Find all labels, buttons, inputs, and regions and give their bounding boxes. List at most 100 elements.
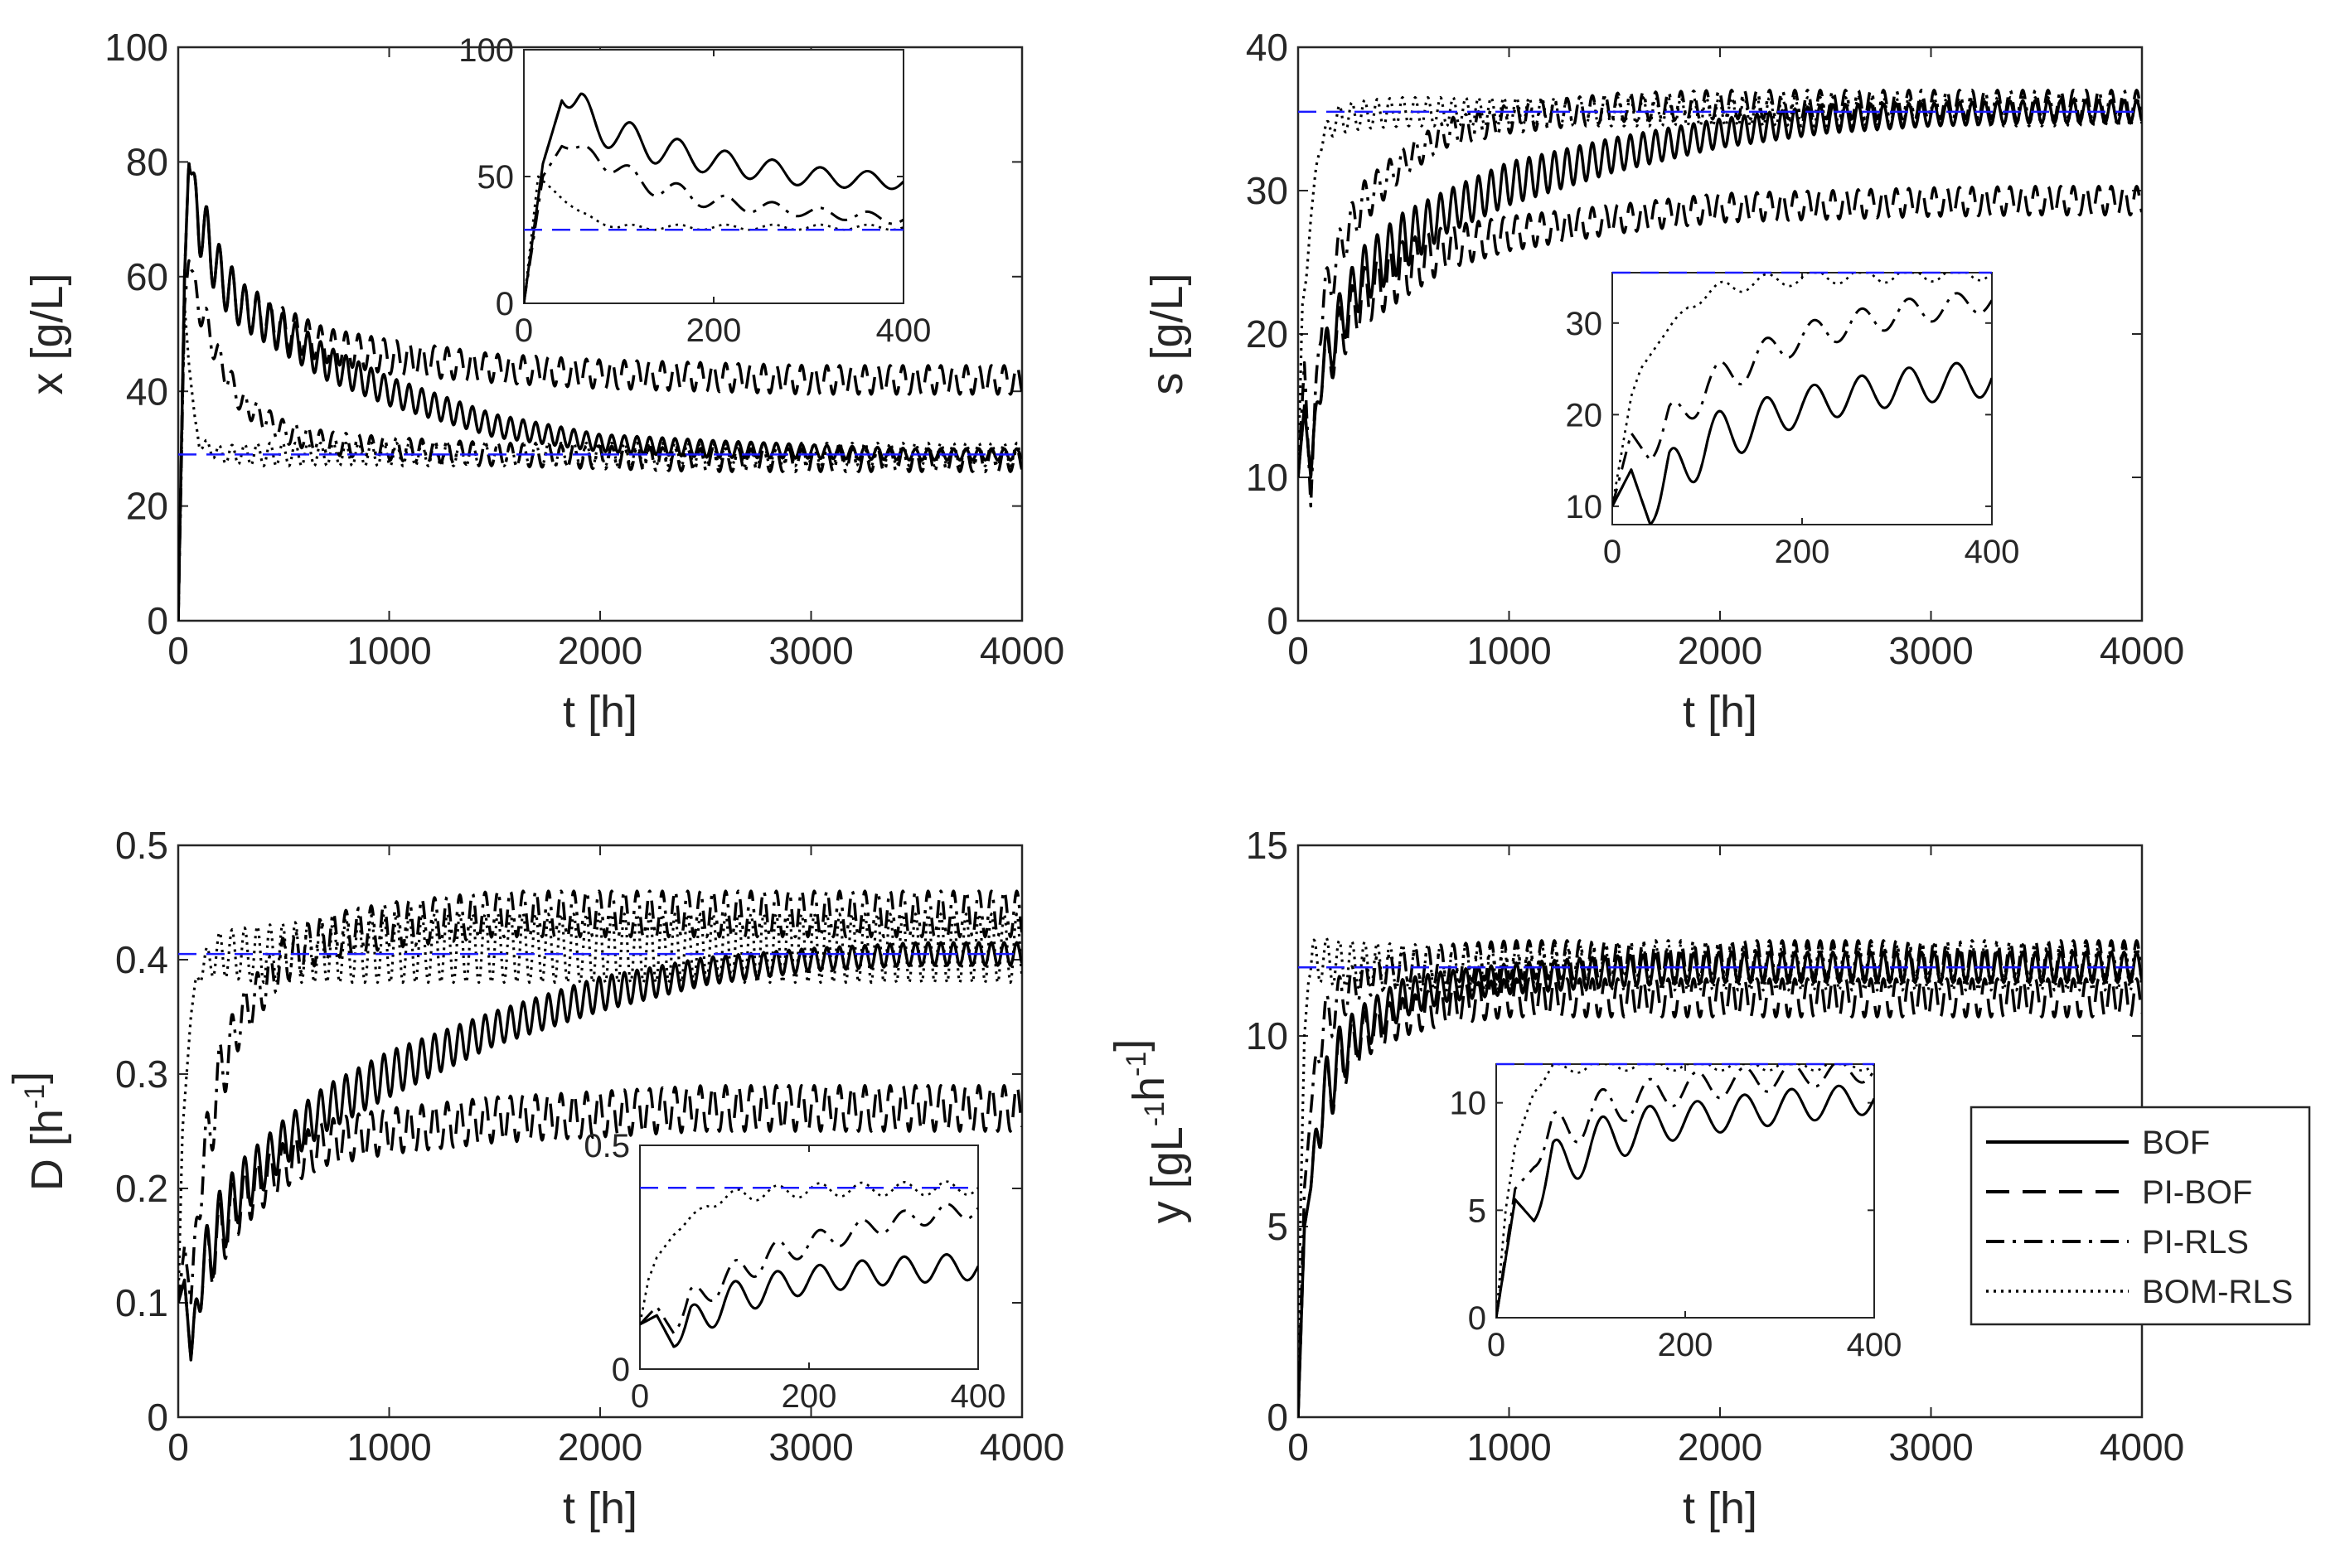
panel-x-series-pi-bof	[178, 162, 1022, 621]
panel-D-inset-series-group	[640, 1180, 978, 1348]
panel-x-inset-xtick-label: 0	[515, 312, 533, 349]
panel-x-xlabel: t [h]	[563, 687, 637, 737]
panel-s-ytick-label: 20	[1246, 312, 1288, 356]
panel-s-xtick-label: 3000	[1888, 629, 1973, 672]
panel-x-inset-axes: 0 200 400 0 50 100	[458, 32, 931, 349]
panel-x-inset-series-pi-bof	[524, 92, 904, 303]
panel-D-ytick-label: 0.5	[115, 824, 168, 867]
panel-y-series-bom-rls	[1298, 936, 2142, 1417]
panel-x-inset-xtick-label: 400	[876, 312, 932, 349]
panel-y-ylabel: y [gL-1h-1]	[1106, 1039, 1192, 1224]
panel-s-series-pi-bof	[1298, 185, 2142, 479]
panel-D-inset-axes: 0 200 400 0 0.5	[584, 1128, 1005, 1415]
panel-y-inset-series-pi-rls	[1496, 1064, 1874, 1318]
panel-y-inset-ytick-label: 10	[1450, 1086, 1487, 1122]
panel-x-inset-frame	[523, 49, 904, 304]
panel-D-inset-series-pi-rls	[640, 1203, 978, 1335]
panel-x-xtick-label: 0	[167, 629, 189, 672]
panel-s-inset-ytick-label: 10	[1566, 489, 1603, 525]
panel-x-inset-ytick-label: 0	[496, 286, 514, 322]
panel-y-xtick-label: 0	[1287, 1425, 1309, 1469]
panel-y-xtick-label: 2000	[1678, 1425, 1762, 1469]
panel-s-inset-ytick-label: 30	[1566, 306, 1603, 342]
panel-D-inset-frame	[639, 1145, 979, 1370]
panel-D-xtick-label: 4000	[980, 1425, 1064, 1469]
panel-D-ytick-label: 0	[147, 1396, 168, 1439]
panel-x-inset-series-bom-rls	[524, 175, 904, 303]
panel-s-inset-series-group	[1612, 273, 1992, 525]
panel-D-ylabel: D [h-1]	[4, 1072, 72, 1191]
legend-label-pi-bof: PI-BOF	[2142, 1174, 2252, 1211]
panel-x-ytick-label: 0	[147, 599, 168, 642]
panel-x-inset-series-group	[524, 92, 904, 303]
panel-x-series-bom-rls	[178, 303, 1022, 621]
panel-y-ytick-label: 15	[1246, 824, 1288, 867]
panel-y-ytick-label: 10	[1246, 1014, 1288, 1057]
panel-y-xtick-label: 3000	[1888, 1425, 1973, 1469]
panel-x-ytick-label: 100	[104, 26, 168, 69]
panel-y-inset-ytick-label: 5	[1468, 1193, 1486, 1229]
panel-D-xtick-label: 2000	[558, 1425, 642, 1469]
panel-s-ytick-label: 30	[1246, 169, 1288, 212]
panel-y-inset-series-pi-bof	[1496, 1084, 1874, 1318]
panel-y-ytick-label: 0	[1267, 1396, 1288, 1439]
panel-D-inset-ytick-label: 0.5	[584, 1128, 630, 1164]
panel-s-ytick-label: 10	[1246, 456, 1288, 499]
panel-x-xtick-label: 2000	[558, 629, 642, 672]
panel-y-series-bof	[1298, 951, 2142, 1417]
panel-s-ylabel: s [g/L]	[1142, 273, 1192, 394]
panel-D-inset-series-bom-rls	[640, 1180, 978, 1325]
panel-s-ytick-label: 40	[1246, 26, 1288, 69]
panel-y-inset-axes: 0 200 400 0 5 10	[1450, 1063, 1902, 1363]
panel-s-xtick-label: 1000	[1466, 629, 1551, 672]
legend-label-pi-rls: PI-RLS	[2142, 1224, 2249, 1261]
panel-x-xtick-label: 4000	[980, 629, 1064, 672]
panel-s-inset-xtick-label: 0	[1603, 534, 1621, 570]
panel-y-inset-series-group	[1496, 1064, 1874, 1318]
panel-x-inset-ytick-label: 100	[458, 32, 514, 69]
panel-y-inset-xtick-label: 400	[1847, 1327, 1902, 1363]
panel-D-xtick-label: 3000	[768, 1425, 853, 1469]
panel-D-inset-xtick-label: 200	[782, 1378, 837, 1415]
panel-D-series-group	[178, 889, 1022, 1362]
legend-label-bom-rls: BOM-RLS	[2142, 1274, 2293, 1310]
panel-D-xtick-label: 0	[167, 1425, 189, 1469]
panel-s-xtick-label: 4000	[2100, 629, 2184, 672]
panel-x-xtick-label: 1000	[346, 629, 431, 672]
panel-D-inset-xtick-label: 0	[631, 1378, 649, 1415]
panel-s-xtick-label: 0	[1287, 629, 1309, 672]
panel-y-series-group	[1298, 936, 2142, 1417]
panel-y-inset-series-bom-rls	[1496, 1064, 1874, 1318]
panel-x-ytick-label: 80	[126, 141, 168, 184]
panel-y-inset-ytick-label: 0	[1468, 1300, 1486, 1337]
panel-s-series-group	[1298, 89, 2142, 508]
panel-x-series-group	[178, 162, 1022, 621]
panel-D-xtick-label: 1000	[346, 1425, 431, 1469]
panel-D-inset-xtick-label: 400	[951, 1378, 1006, 1415]
panel-y-inset-xtick-label: 0	[1487, 1327, 1505, 1363]
panel-x-inset-ytick-label: 50	[477, 159, 515, 196]
panel-y-series-pi-bof	[1298, 977, 2142, 1417]
panel-y-xtick-label: 1000	[1466, 1425, 1551, 1469]
panel-D-ytick-label: 0.4	[115, 938, 168, 981]
panel-D-ytick-label: 0.1	[115, 1281, 168, 1324]
panel-D-inset-series-pi-bof	[640, 1253, 978, 1348]
legend: BOF PI-BOF PI-RLS BOM-RLS	[1970, 1106, 2311, 1326]
panel-s-series-bof	[1298, 99, 2142, 479]
panel-D-ytick-label: 0.2	[115, 1167, 168, 1210]
panel-x-inset-series-pi-rls	[524, 144, 904, 303]
panel-D-xlabel: t [h]	[563, 1483, 637, 1533]
panel-s-inset-series-bom-rls	[1612, 273, 1992, 507]
panel-x-ytick-label: 20	[126, 485, 168, 528]
panel-y-xlabel: t [h]	[1683, 1483, 1757, 1533]
panel-D-series-bof	[178, 941, 1022, 1362]
panel-x-xtick-label: 3000	[768, 629, 853, 672]
panel-y-inset-xtick-label: 200	[1658, 1327, 1713, 1363]
panel-x-ytick-label: 60	[126, 255, 168, 298]
panel-s-inset-xtick-label: 200	[1775, 534, 1830, 570]
panel-D-ytick-label: 0.3	[115, 1053, 168, 1096]
panel-s-inset-xtick-label: 400	[1965, 534, 2020, 570]
panel-x-ylabel: x [g/L]	[22, 273, 72, 394]
panel-y-inset-frame	[1495, 1063, 1875, 1319]
